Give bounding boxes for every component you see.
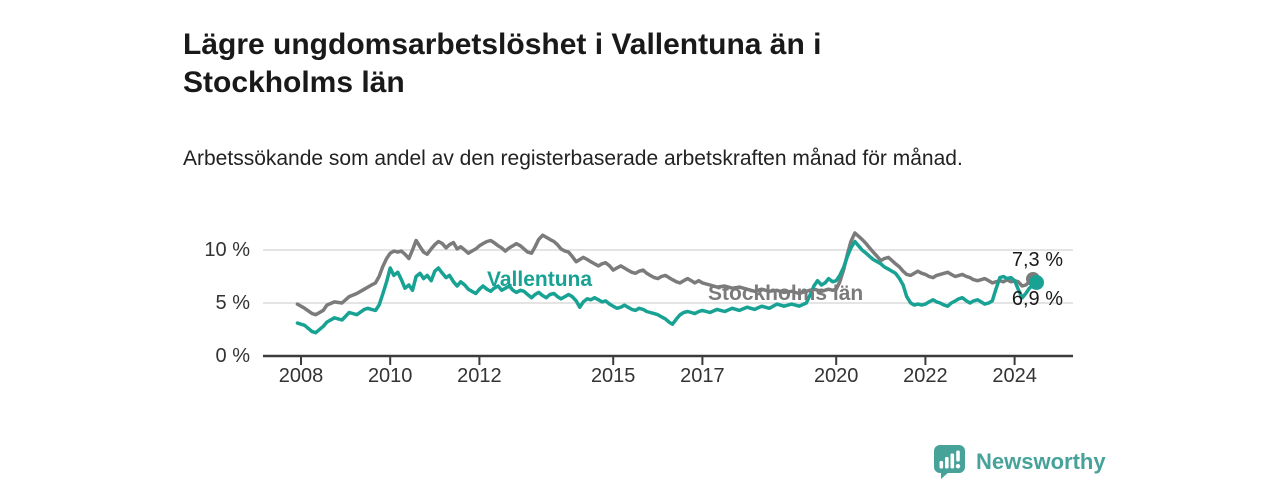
series-label-stockholms-lan: Stockholms län bbox=[708, 282, 864, 305]
end-value-label-stockholms-lan: 7,3 % bbox=[1011, 248, 1063, 271]
y-axis-tick-label: 10 % bbox=[204, 239, 250, 261]
chart-title: Lägre ungdomsarbetslöshet i Vallentuna ä… bbox=[183, 28, 822, 99]
y-axis-tick-label: 5 % bbox=[215, 292, 250, 314]
chart-subtitle: Arbetssökande som andel av den registerb… bbox=[183, 147, 963, 170]
x-axis-tick-label: 2010 bbox=[367, 365, 413, 387]
x-axis-tick-label: 2022 bbox=[903, 365, 948, 387]
y-axis-tick-label: 0 % bbox=[215, 345, 250, 367]
x-axis-tick-label: 2012 bbox=[457, 365, 502, 387]
newsworthy-logo-text: Newsworthy bbox=[976, 449, 1106, 474]
x-axis-tick-label: 2008 bbox=[278, 365, 324, 387]
series-line-vallentuna bbox=[295, 239, 1039, 335]
x-axis-tick-label: 2015 bbox=[590, 365, 636, 387]
x-axis-tick-label: 2024 bbox=[992, 365, 1037, 387]
series-end-dot-vallentuna bbox=[1029, 275, 1045, 291]
newsworthy-logo-icon bbox=[934, 445, 965, 479]
series-label-vallentuna: Vallentuna bbox=[487, 268, 593, 291]
end-value-label-vallentuna: 6,9 % bbox=[1011, 287, 1063, 310]
x-axis-tick-label: 2020 bbox=[813, 365, 859, 387]
series-line-stockholms-l-n bbox=[295, 231, 1036, 317]
x-axis-tick-label: 2017 bbox=[680, 365, 725, 387]
newsworthy-logo: Newsworthy bbox=[933, 444, 1106, 480]
